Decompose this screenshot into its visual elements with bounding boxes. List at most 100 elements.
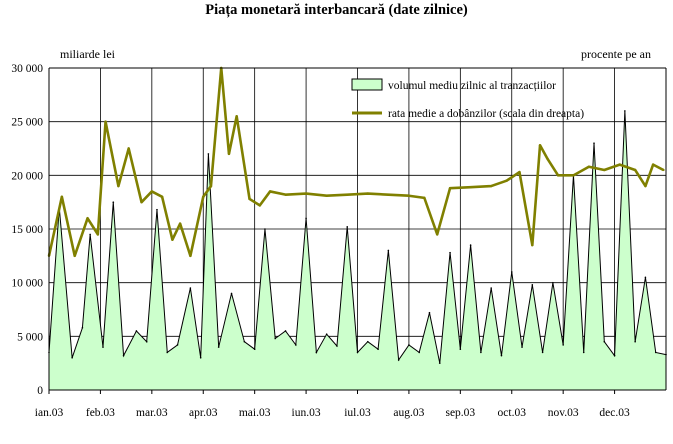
volume-line [48,110,667,364]
volume-point [135,330,138,332]
rate-line [47,66,665,258]
y-tick-label: 0 [37,385,43,397]
volume-point [230,292,233,295]
volume-point [217,346,220,348]
volume-point [428,311,431,314]
volume-point [541,351,544,354]
rate-point [248,197,251,201]
rate-point [651,163,655,166]
volume-point [315,351,318,354]
rate-point [178,222,182,225]
volume-point [305,217,307,220]
volume-point [243,340,246,343]
volume-point [145,340,148,343]
x-tick-label: feb.03 [86,407,115,419]
x-tick-label: sep.03 [445,407,475,419]
rate-point [346,193,349,196]
volume-point [418,351,421,354]
legend-label-volume: volumul mediu zilnic al tranzacțiilor [388,80,556,92]
volume-point [295,344,297,346]
rate-point [189,254,192,258]
volume-point [176,344,179,346]
y-axis-right-label: procente pe an [581,47,651,61]
rate-point [423,196,426,200]
volume-point [377,348,379,351]
rate-point [633,168,637,172]
x-tick-label: nov.03 [548,407,579,419]
volume-point [582,351,585,354]
volume-point [500,354,503,357]
volume-point [71,357,73,359]
x-tick-label: apr.03 [189,407,218,419]
rate-point [268,190,272,193]
rate-point [505,179,508,182]
rate-point [202,195,205,198]
rate-point [304,192,308,195]
volume-point [112,201,115,203]
y-tick-label: 20 000 [11,170,43,182]
volume-point [634,340,636,343]
rate-point [469,185,472,189]
rate-point [227,152,231,156]
rate-point [284,193,287,196]
rate-point [235,115,238,118]
x-tick-label: ian.03 [35,407,64,419]
y-tick-label: 15 000 [11,224,43,236]
volume-point [156,208,158,211]
volume-point [325,333,328,335]
rate-point [538,144,542,147]
volume-point [207,153,210,155]
legend-swatch-volume [351,78,383,91]
volume-point [387,249,390,252]
volume-point [480,351,482,354]
axes: 0 5 000 10 000 15 000 20 000 25 000 30 000 ian.… [11,63,667,419]
rate-point [387,193,390,196]
volume-point [531,284,534,286]
volume-point [644,276,647,279]
volume-point [346,226,349,228]
volume-point [284,330,287,332]
volume-point [459,348,462,351]
y-tick-label: 30 000 [11,63,43,75]
rate-point [556,174,560,177]
volume-point [397,359,400,361]
volume-point [122,354,125,357]
chart-title: Piața monetară interbancară (date zilnic… [205,2,468,18]
rate-point [96,233,100,236]
volume-point [613,354,616,357]
volume-point [274,337,277,340]
rate-point [644,184,647,188]
rate-point [86,217,89,220]
rate-point [325,194,328,197]
rate-point [448,187,452,190]
volume-area-fill [49,110,666,390]
rate-point [546,158,549,161]
volume-point [593,142,595,144]
rate-point [603,168,606,172]
volume-point [199,357,202,359]
rate-point [127,147,130,150]
x-tick-label: mar.03 [136,407,168,419]
rate-series [47,66,665,258]
x-tick-label: iul.03 [344,407,371,419]
legend: volumul mediu zilnic al tranzacțiilor rat… [351,78,584,120]
rate-point [160,195,164,198]
rate-point [140,200,143,204]
legend-label-rate: rata medie a dobânzilor (scala din dreap… [388,108,584,120]
rate-point [60,195,64,198]
rate-point [489,184,493,188]
volume-point [438,362,441,364]
rate-point [117,184,120,188]
rate-point [618,163,621,166]
volume-point [253,348,256,351]
x-tick-label: oct.03 [498,407,527,419]
volume-point [562,344,564,346]
y-axis-left-label: miliarde lei [60,47,115,61]
rate-point [572,174,575,177]
volume-point [624,110,626,112]
rate-point [366,192,369,195]
rate-point [435,233,439,236]
volume-point [521,346,523,348]
